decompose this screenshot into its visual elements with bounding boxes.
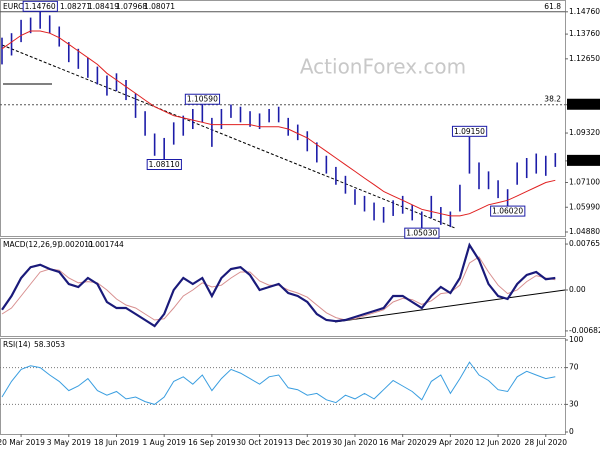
macd-panel (0, 238, 566, 337)
x-tick-label: 20 Mar 2019 (0, 438, 45, 447)
y-tick-label: 1.07100 (569, 178, 600, 187)
label-box (146, 159, 182, 171)
y-tick-label: 1.08071 (569, 156, 600, 165)
moving-average (1, 30, 556, 217)
rsi-line (1, 361, 556, 405)
x-tick-label: 16 Mar 2020 (379, 438, 427, 447)
x-tick-label: 18 Jun 2019 (94, 438, 139, 447)
signal-line (1, 256, 556, 321)
watermark: ActionForex.com (300, 55, 466, 79)
y-tick-label: 1.13760 (569, 29, 600, 38)
x-tick-label: 30 Jan 2020 (332, 438, 377, 447)
x-tick-label: 3 May 2019 (47, 438, 91, 447)
x-tick-label: 16 Sep 2019 (188, 438, 236, 447)
rsi-panel (0, 338, 566, 435)
x-tick-label: 28 Jul 2020 (525, 438, 568, 447)
y-tick-label: 70 (569, 363, 579, 372)
label-box (490, 205, 526, 217)
y-tick-label: -0.006822 (569, 326, 600, 335)
x-tick-label: 1 Aug 2019 (143, 438, 186, 447)
label-box (567, 154, 600, 166)
price-annotation: 1.06020 (492, 207, 523, 216)
macd-trend-line (334, 289, 566, 323)
price-annotation: 1.05030 (406, 229, 437, 238)
label-box (404, 227, 440, 239)
macd-value: 0.002011 (58, 240, 94, 249)
level-label: 38.2 (544, 95, 561, 104)
y-tick-label: 1.10590 (569, 100, 600, 109)
trend-line (1, 44, 456, 229)
y-tick-label: 1.12650 (569, 54, 600, 63)
y-tick-label: 0.00 (569, 285, 586, 294)
low: 1.07968 (116, 2, 147, 11)
rsi-value: 58.3053 (34, 340, 65, 349)
macd-label: MACD(12,26,9) (3, 240, 60, 249)
y-tick-label: 1.09320 (569, 128, 600, 137)
y-tick-label: 1.14760 (569, 7, 600, 16)
x-tick-label: 12 Jun 2020 (476, 438, 521, 447)
x-tick-label: 29 Apr 2020 (427, 438, 474, 447)
y-tick-label: 0 (569, 427, 574, 436)
price-panel (0, 0, 566, 237)
close: 1.08071 (144, 2, 175, 11)
label-box (567, 98, 600, 110)
y-tick-label: 1.04880 (569, 227, 600, 236)
price-annotation: 1.14760 (25, 2, 56, 11)
level-label: 61.8 (544, 2, 561, 11)
open: 1.08271 (60, 2, 91, 11)
high: 1.08419 (88, 2, 119, 11)
y-tick-label: 30 (569, 399, 579, 408)
label-box (451, 125, 488, 137)
macd-line (1, 242, 556, 328)
y-tick-label: 100 (569, 335, 584, 344)
price-annotation: 1.08110 (149, 160, 180, 169)
label-box (184, 93, 221, 105)
x-tick-label: 30 Oct 2019 (236, 438, 283, 447)
x-tick-label: 13 Dec 2019 (283, 438, 331, 447)
y-tick-label: 1.05990 (569, 202, 600, 211)
price-annotation: 1.09150 (454, 127, 485, 136)
y-tick-label: 0.007655 (569, 239, 600, 248)
label-box (22, 0, 58, 12)
rsi-label: RSI(14) (3, 340, 31, 349)
signal-value: 0.001744 (88, 240, 124, 249)
price-annotation: 1.10590 (187, 95, 218, 104)
